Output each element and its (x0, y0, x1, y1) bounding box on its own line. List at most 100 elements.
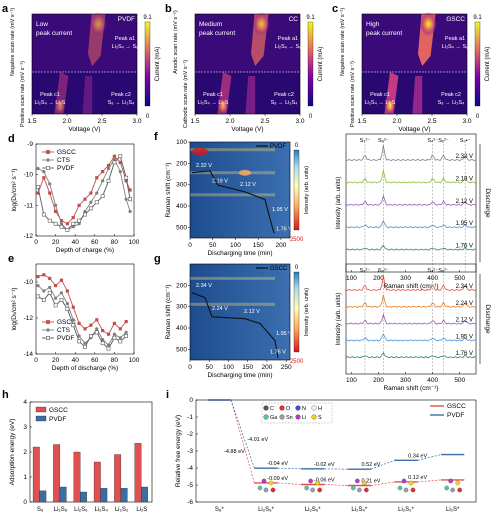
point-GSCC (48, 276, 52, 280)
curve-voltage-label: 1.95 V (276, 331, 292, 337)
trace-voltage-label: 2.12 V (456, 318, 473, 324)
point-GSCC (77, 321, 81, 325)
colorbar-max: 9.1 (473, 15, 482, 21)
legend-marker (46, 150, 50, 154)
trace-voltage-label: 2.34 V (456, 284, 473, 290)
x-tick-label: 300 (400, 377, 411, 384)
x-tick-label: 250 (281, 364, 292, 371)
molecule-atom (351, 485, 356, 491)
legend-label: PVDF (57, 335, 74, 342)
x-tick-label: 2.0 (392, 118, 401, 125)
x-axis-label: Discharging time (min) (207, 250, 272, 257)
heatmap-title: GSCC (446, 16, 465, 23)
energy-connector-PVDF (230, 399, 255, 469)
point-GSCC (106, 163, 111, 168)
x-tick-label: 100 (230, 242, 241, 249)
point-GSCC (65, 289, 69, 293)
y-tick-label: 400 (176, 325, 187, 332)
point-GSCC (106, 332, 111, 336)
peak-label: S₃•⁻ (460, 138, 471, 144)
x-tick-label: 2.5 (97, 118, 106, 125)
legend-swatch (35, 406, 47, 413)
atom-legend-dot (263, 414, 269, 420)
annotation-gscc: -0.06 eV (314, 477, 335, 483)
y-tick-label: -11 (24, 202, 33, 209)
heatmap-lower (32, 72, 137, 114)
point-PVDF (100, 194, 105, 199)
atom-legend-dot (263, 405, 269, 411)
molecule-atom (310, 487, 315, 493)
x-tick-label: 60 (91, 357, 99, 364)
x-tick-label: 100 (346, 275, 357, 282)
bar-GSCC (53, 444, 61, 503)
x-tick-label: 3.0 (462, 118, 471, 125)
peak-a1-hotspot (89, 12, 108, 36)
panel-letter-c: c (332, 3, 338, 15)
point-CTS (71, 225, 75, 229)
point-PVDF (71, 221, 76, 226)
y-tick-label: -1 (187, 414, 193, 421)
peak-label: S₆²⁻ (438, 268, 449, 274)
category-label: Li₂S₂* (398, 507, 414, 513)
peak-c2-band (245, 76, 256, 114)
point-GSCC (101, 329, 105, 333)
x-tick-label: 0 (34, 357, 38, 364)
point-PVDF (77, 339, 82, 344)
spectrum-trace (345, 145, 477, 162)
point-CTS (59, 291, 64, 295)
peak-c1-hotspot (54, 97, 66, 115)
raman-band (190, 302, 275, 306)
x-tick-label: 2.0 (62, 118, 71, 125)
note-line2: peak current (366, 30, 402, 37)
point-CTS (124, 330, 128, 334)
point-PVDF (47, 290, 52, 295)
panel-letter-a: a (2, 3, 9, 15)
y-tick-label: -12 (24, 315, 34, 322)
note-line1: High (366, 21, 380, 28)
heatmap-title: PVDF (118, 16, 135, 23)
y-axis-label-top: Negative scan rate (mV s⁻¹) (10, 8, 16, 76)
x-axis-label: Voltage (V) (68, 126, 100, 133)
point-GSCC (36, 191, 40, 195)
y-tick-label: 500 (176, 346, 187, 353)
colorbar-min: 0 (309, 114, 313, 120)
heatmap-frame (31, 13, 138, 115)
raman-map-bg (190, 142, 290, 238)
peak-a1-hotspot (419, 12, 438, 36)
energy-connector-GSCC (370, 481, 395, 486)
molecule-atom (308, 478, 313, 484)
energy-connector-GSCC (324, 484, 348, 486)
point-GSCC (101, 170, 105, 174)
molecule-atom (455, 480, 460, 486)
peak-c1-reaction: Li₂S₄ → Li₂S (198, 100, 229, 106)
point-CTS (118, 170, 122, 174)
point-GSCC (89, 191, 93, 195)
raman-band (190, 171, 275, 175)
curve-voltage-label: 2.12 V (240, 182, 256, 188)
trace-voltage-label: 1.76 V (456, 244, 473, 250)
colorbar (293, 149, 300, 231)
point-GSCC (36, 275, 40, 279)
curve-voltage-label: 1.76 V (276, 226, 292, 232)
x-tick-label: 100 (346, 377, 357, 384)
colorbar-min: 0 (146, 114, 150, 120)
spectrum-trace (345, 294, 477, 308)
peak-c2-reaction: S₈ → Li₂S₄ (271, 100, 299, 106)
peak-c1-name: Peak c1 (40, 92, 60, 98)
point-PVDF (100, 341, 105, 346)
peak-c2-name: Peak c2 (274, 92, 294, 98)
point-PVDF (88, 334, 93, 338)
colorbar-label: Intensity (arb. units) (304, 166, 310, 214)
bar-GSCC (73, 451, 81, 503)
point-CTS (54, 296, 58, 300)
x-tick-label: 1.5 (357, 118, 366, 125)
point-CTS (95, 327, 99, 331)
curve-voltage-label: 2.24 V (212, 306, 228, 312)
colorbar (293, 271, 300, 353)
peak-label: S₃²⁻ (360, 138, 371, 144)
point-GSCC (59, 219, 64, 223)
colorbar-max: 9.1 (143, 15, 152, 21)
note-line2: peak current (199, 30, 235, 37)
molecule-atom (357, 487, 362, 493)
x-tick-label: 20 (52, 239, 60, 246)
